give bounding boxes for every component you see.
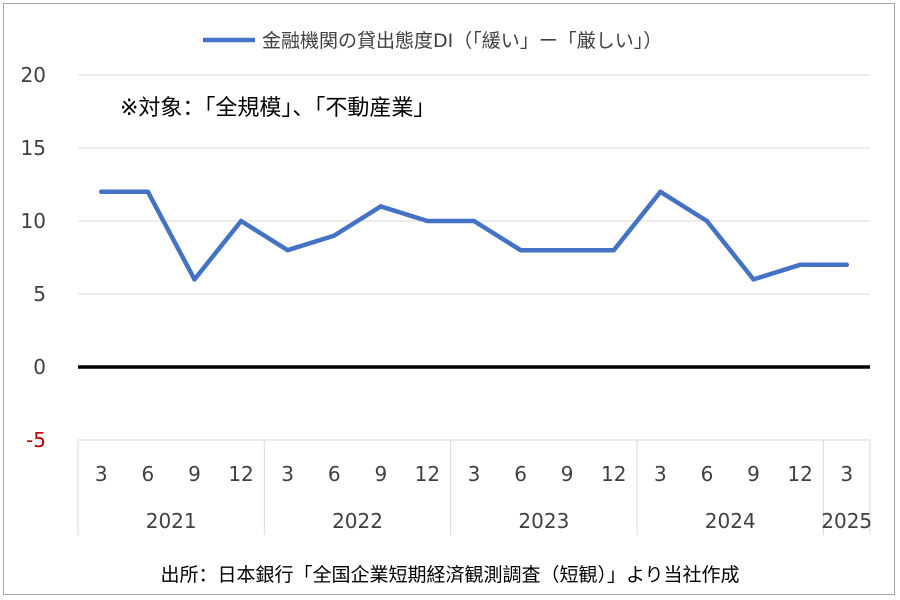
data-point xyxy=(704,218,710,224)
x-tick-label: 3 xyxy=(840,462,853,486)
x-tick-label: 6 xyxy=(514,462,527,486)
data-point xyxy=(285,248,290,253)
x-group-label: 2025 xyxy=(821,509,872,533)
data-point xyxy=(471,218,477,224)
data-point xyxy=(99,189,104,194)
x-tick-label: 12 xyxy=(228,462,253,486)
x-group-label: 2024 xyxy=(705,509,756,533)
data-point xyxy=(145,189,151,194)
x-group-label: 2021 xyxy=(146,509,197,533)
data-point xyxy=(378,204,384,209)
data-point xyxy=(518,248,523,253)
y-tick-label: -5 xyxy=(26,428,46,452)
x-tick-label: 3 xyxy=(95,462,108,486)
x-tick-label: 9 xyxy=(188,462,201,486)
y-tick-label: 5 xyxy=(33,282,46,306)
data-point xyxy=(564,248,570,253)
x-group-label: 2022 xyxy=(332,509,383,533)
data-point xyxy=(844,262,849,267)
y-axis-ticks: 20 15 10 5 0 -5 xyxy=(21,63,46,452)
y-tick-label: 20 xyxy=(21,63,46,87)
data-point xyxy=(751,277,756,282)
y-tick-label: 10 xyxy=(21,209,46,233)
data-point xyxy=(238,218,244,224)
x-group-label: 2023 xyxy=(518,509,569,533)
series-line xyxy=(99,189,849,282)
x-tick-label: 12 xyxy=(415,462,440,486)
data-point xyxy=(192,277,197,282)
chart-frame xyxy=(3,3,895,595)
data-point xyxy=(425,218,430,224)
x-tick-label: 6 xyxy=(328,462,341,486)
legend: 金融機関の貸出態度DI（「緩い」ー「厳しい」） xyxy=(203,30,662,52)
x-tick-label: 12 xyxy=(787,462,812,486)
x-tick-label: 9 xyxy=(374,462,387,486)
annotation-text: ※対象：「全規模」、「不動産業」 xyxy=(120,96,435,121)
data-point xyxy=(797,262,803,267)
x-tick-label: 6 xyxy=(701,462,714,486)
x-tick-label: 9 xyxy=(747,462,760,486)
y-tick-label: 15 xyxy=(21,136,46,160)
gridlines xyxy=(78,74,870,441)
y-tick-label: 0 xyxy=(33,355,46,379)
x-axis: 3 6 9 12 3 6 9 12 3 6 9 12 3 6 9 12 3 2021 2022 2023 2024 202… xyxy=(77,440,872,535)
x-tick-label: 3 xyxy=(281,462,294,486)
data-point xyxy=(658,189,663,194)
x-tick-label: 12 xyxy=(601,462,626,486)
x-tick-label: 6 xyxy=(142,462,155,486)
x-tick-label: 3 xyxy=(654,462,667,486)
legend-label: 金融機関の貸出態度DI（「緩い」ー「厳しい」） xyxy=(262,30,662,52)
series-layer xyxy=(99,189,849,282)
data-point xyxy=(611,248,616,253)
source-note: 出所：日本銀行「全国企業短期経済観測調査（短観）」より当社作成 xyxy=(160,564,740,586)
x-tick-label: 9 xyxy=(561,462,574,486)
data-point xyxy=(332,233,337,238)
x-tick-label: 3 xyxy=(468,462,481,486)
